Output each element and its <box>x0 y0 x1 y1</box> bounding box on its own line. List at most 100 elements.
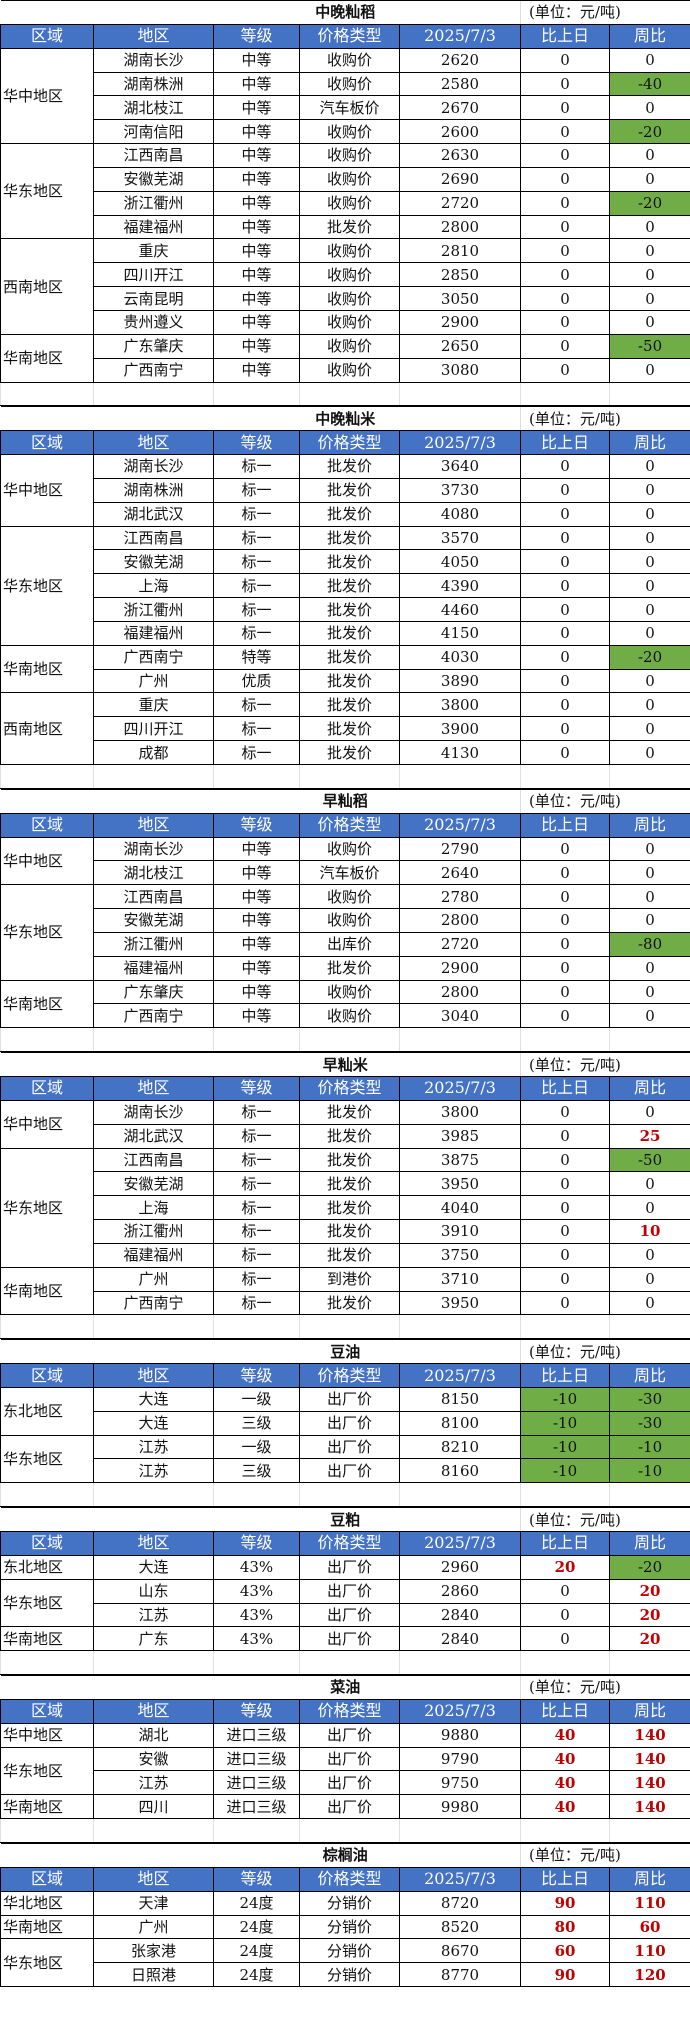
table-row: 浙江衢州 标一 批发价 3910 0 10 <box>1 1219 690 1244</box>
region-cell: 西南地区 <box>0 692 94 765</box>
table-row: 华东地区 江西南昌 中等 收购价 2780 0 0 <box>0 884 690 981</box>
area-cell: 湖南长沙 <box>93 836 214 862</box>
price-type-cell: 批发价 <box>299 955 400 981</box>
header-area: 地区 <box>93 1531 214 1556</box>
header-price-type: 价格类型 <box>299 1363 400 1388</box>
table-row: 广西南宁 中等 收购价 3080 0 0 <box>1 357 690 383</box>
grade-cell: 特等 <box>213 644 300 670</box>
price-type-cell: 收购价 <box>299 262 400 288</box>
section-title: 棕榈油 <box>0 1842 521 1868</box>
area-cell: 广州 <box>93 1914 214 1940</box>
price-table: 早籼米 (单位：元/吨) 区域 地区 等级 价格类型 2025/7/3 比上日 周比 华中地区 湖南… <box>0 1052 690 1340</box>
area-cell: 上海 <box>93 1195 214 1221</box>
table-row: 华中地区 湖南长沙 中等 收购价 2620 0 0 <box>0 47 690 145</box>
section-title-row: 菜油 (单位：元/吨) <box>0 1675 690 1700</box>
area-cell: 张家港 <box>93 1938 214 1964</box>
price-type-cell: 分销价 <box>299 1914 400 1940</box>
day-change-cell: 0 <box>520 597 611 622</box>
area-cell: 福建福州 <box>93 955 214 981</box>
day-change-cell: 0 <box>520 979 611 1005</box>
price-cell: 3875 <box>398 1147 522 1173</box>
price-cell: 2720 <box>398 190 522 216</box>
price-cell: 2960 <box>398 1554 522 1580</box>
empty-cell <box>398 1027 522 1053</box>
price-cell: 2720 <box>398 931 522 957</box>
table-row: 华中地区 湖北 进口三级 出厂价 9880 40 140 <box>0 1722 690 1748</box>
price-cell: 3570 <box>398 525 522 551</box>
table-row: 华南地区 广东肇庆 中等 收购价 2650 0 -50 <box>0 333 690 383</box>
table-row: 华东地区 江西南昌 标一 批发价 3570 0 0 <box>0 525 690 646</box>
price-cell: 8770 <box>398 1962 522 1988</box>
grade-cell: 43% <box>213 1578 300 1604</box>
area-cell: 河南信阳 <box>93 119 214 145</box>
grade-cell: 三级 <box>213 1458 300 1484</box>
header-day-change: 比上日 <box>520 1075 611 1101</box>
grade-cell: 标一 <box>213 549 300 575</box>
week-change-cell: 0 <box>609 573 690 599</box>
table-row: 江苏 43% 出厂价 2840 0 20 <box>1 1602 690 1628</box>
empty-cell <box>93 1650 214 1676</box>
table-row: 华东地区 安徽 进口三级 出厂价 9790 40 140 <box>0 1746 690 1796</box>
price-type-cell: 收购价 <box>299 908 400 933</box>
area-cell: 广西南宁 <box>93 644 214 670</box>
header-region: 区域 <box>0 430 94 456</box>
grade-cell: 标一 <box>213 501 300 527</box>
table-row: 华南地区 广西南宁 特等 批发价 4030 0 -20 <box>0 644 690 694</box>
region-cell: 华中地区 <box>0 836 94 886</box>
header-date: 2025/7/3 <box>398 1531 522 1556</box>
header-date: 2025/7/3 <box>398 1075 522 1101</box>
price-cell: 3950 <box>398 1171 522 1197</box>
section-title-row: 中晚籼稻 (单位：元/吨) <box>0 0 690 25</box>
region-cell: 华南地区 <box>0 333 94 383</box>
day-change-cell: 40 <box>520 1746 611 1772</box>
section-title-row: 中晚籼米 (单位：元/吨) <box>0 406 690 432</box>
week-change-cell: -40 <box>609 71 690 97</box>
region-cell: 华南地区 <box>0 1626 94 1652</box>
price-type-cell: 出厂价 <box>299 1578 400 1604</box>
grade-cell: 中等 <box>213 47 300 73</box>
header-day-change: 比上日 <box>520 1866 611 1892</box>
area-cell: 浙江衢州 <box>93 931 214 957</box>
week-change-cell: 0 <box>609 549 690 575</box>
table-row: 江苏 进口三级 出厂价 9750 40 140 <box>1 1770 690 1796</box>
week-change-cell: 140 <box>609 1794 690 1820</box>
header-area: 地区 <box>93 1698 214 1724</box>
week-change-cell: 20 <box>609 1602 690 1628</box>
empty-cell <box>93 1027 214 1053</box>
region-cell: 华南地区 <box>0 979 94 1029</box>
area-cell: 江西南昌 <box>93 525 214 551</box>
empty-cell <box>213 381 300 407</box>
area-cell: 大连 <box>93 1386 214 1412</box>
area-cell: 安徽芜湖 <box>93 1171 214 1197</box>
price-cell: 9980 <box>398 1794 522 1820</box>
price-cell: 4130 <box>398 740 522 765</box>
week-change-cell: 20 <box>609 1626 690 1652</box>
area-cell: 福建福州 <box>93 214 214 240</box>
price-type-cell: 收购价 <box>299 286 400 311</box>
header-region: 区域 <box>0 812 94 838</box>
empty-cell <box>398 381 522 407</box>
header-region: 区域 <box>0 1866 94 1892</box>
table-row: 华东地区 江西南昌 中等 收购价 2630 0 0 <box>0 143 690 240</box>
price-table: 豆粕 (单位：元/吨) 区域 地区 等级 价格类型 2025/7/3 比上日 周比 东北地区 大连 4… <box>0 1507 690 1676</box>
week-change-cell: 140 <box>609 1770 690 1796</box>
table-row: 湖南株洲 中等 收购价 2580 0 -40 <box>1 71 690 97</box>
week-change-cell: 0 <box>609 454 690 479</box>
price-table: 早籼稻 (单位：元/吨) 区域 地区 等级 价格类型 2025/7/3 比上日 周比 华中地区 湖南… <box>0 788 690 1053</box>
price-type-cell: 批发价 <box>299 1147 400 1173</box>
price-cell: 2860 <box>398 1578 522 1604</box>
empty-cell <box>93 1314 214 1340</box>
area-cell: 湖南长沙 <box>93 454 214 479</box>
week-change-cell: 0 <box>609 1003 690 1029</box>
week-change-cell: 0 <box>609 47 690 73</box>
week-change-cell: 0 <box>609 1242 690 1268</box>
price-type-cell: 批发价 <box>299 1171 400 1197</box>
header-row: 区域 地区 等级 价格类型 2025/7/3 比上日 周比 <box>0 1075 690 1101</box>
week-change-cell: -80 <box>609 931 690 957</box>
header-date: 2025/7/3 <box>398 23 522 49</box>
region-cell: 华东地区 <box>0 884 94 981</box>
empty-cell <box>213 1027 300 1053</box>
table-row: 福建福州 中等 批发价 2800 0 0 <box>1 214 690 240</box>
area-cell: 江苏 <box>93 1770 214 1796</box>
section-title: 菜油 <box>0 1675 521 1700</box>
